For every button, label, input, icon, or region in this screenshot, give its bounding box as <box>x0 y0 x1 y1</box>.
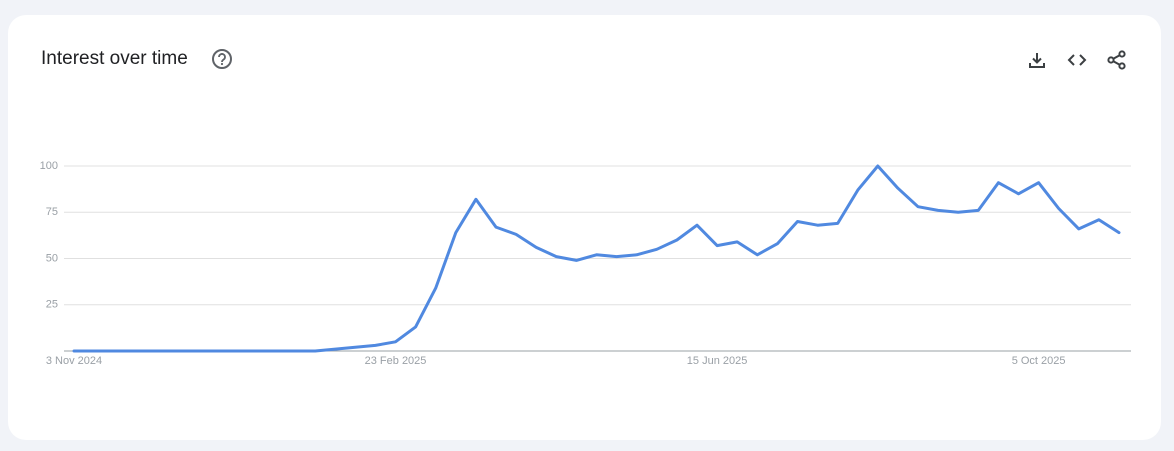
embed-icon[interactable] <box>1065 49 1089 71</box>
download-icon[interactable] <box>1026 49 1048 71</box>
y-tick-label: 25 <box>46 299 58 311</box>
x-tick-label: 23 Feb 2025 <box>365 355 427 367</box>
y-tick-label: 50 <box>46 252 58 264</box>
help-icon[interactable] <box>211 48 233 70</box>
y-tick-label: 75 <box>46 206 58 218</box>
x-tick-label: 15 Jun 2025 <box>687 355 748 367</box>
chart-title: Interest over time <box>41 48 188 69</box>
y-tick-label: 100 <box>40 160 58 172</box>
card: Interest over time <box>8 15 1161 440</box>
share-icon[interactable] <box>1106 49 1128 71</box>
trend-line <box>72 164 1121 353</box>
x-tick-label: 5 Oct 2025 <box>1012 355 1066 367</box>
x-tick-label: 3 Nov 2024 <box>46 355 102 367</box>
